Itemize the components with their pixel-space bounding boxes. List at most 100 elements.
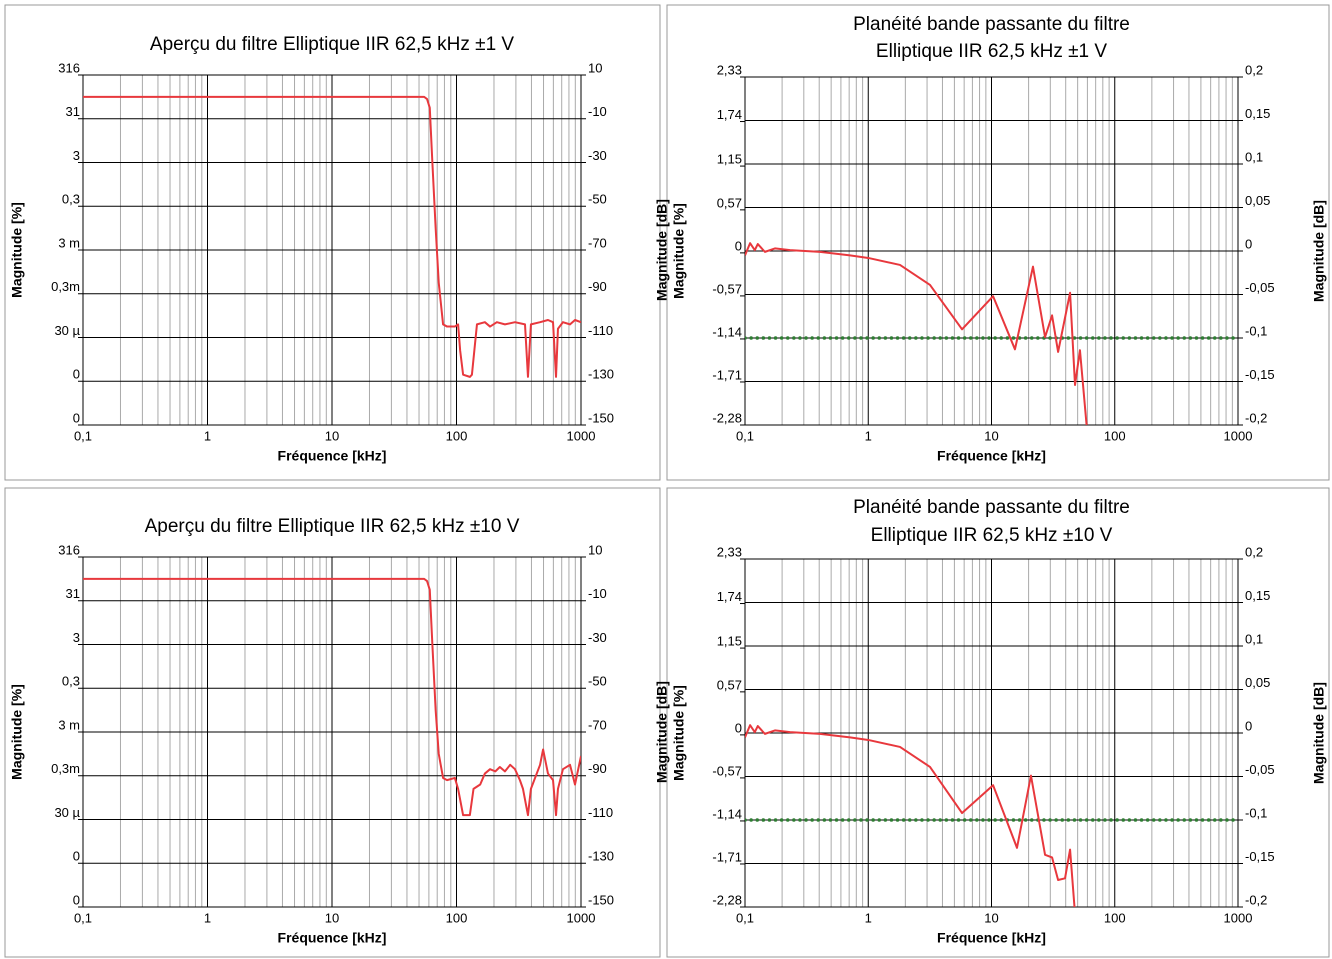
x-axis-label: Fréquence [kHz]	[937, 448, 1046, 464]
x-tick-label: 1	[865, 428, 872, 443]
chart-title: Elliptique IIR 62,5 kHz ±1 V	[876, 41, 1107, 62]
y2-tick-label: -90	[588, 761, 607, 776]
panel	[666, 4, 1330, 481]
chart-title: Planéité bande passante du filtre	[853, 14, 1130, 35]
x-tick-label: 1000	[567, 910, 596, 925]
y2-tick-label: 0	[1245, 236, 1252, 251]
plot-frame	[744, 76, 1239, 426]
y2-axis-label: Magnitude [dB]	[1311, 682, 1327, 784]
y2-axis-label: Magnitude [dB]	[654, 681, 670, 783]
y-tick-label: 0	[73, 367, 80, 382]
y-tick-label: 31	[66, 104, 80, 119]
y-tick-label: 30 µ	[54, 323, 80, 338]
y-tick-label: -2,28	[712, 410, 742, 425]
x-tick-label: 1	[204, 428, 211, 443]
y2-tick-label: -0,15	[1245, 849, 1275, 864]
chart-title: Elliptique IIR 62,5 kHz ±10 V	[871, 525, 1113, 546]
x-tick-label: 1000	[1224, 428, 1253, 443]
y-tick-label: 3 m	[58, 717, 80, 732]
y-tick-label: 316	[58, 542, 80, 557]
x-tick-label: 100	[446, 910, 468, 925]
y2-tick-label: 0	[1245, 718, 1252, 733]
y-tick-label: 0	[735, 720, 742, 735]
y2-tick-label: -0,15	[1245, 367, 1275, 382]
y-tick-label: -0,57	[712, 763, 742, 778]
y-tick-label: 0,3m	[51, 761, 80, 776]
y-tick-label: 2,33	[717, 544, 742, 559]
y-axis-label: Magnitude [%]	[671, 203, 687, 299]
x-axis-label: Fréquence [kHz]	[937, 930, 1046, 946]
chart-title: Aperçu du filtre Elliptique IIR 62,5 kHz…	[145, 516, 520, 537]
panel	[666, 487, 1330, 958]
y2-tick-label: 0,1	[1245, 149, 1263, 164]
y-tick-label: 3 m	[58, 235, 80, 250]
y2-tick-label: 0,05	[1245, 675, 1270, 690]
x-tick-label: 1000	[1224, 910, 1253, 925]
y2-tick-label: 0,15	[1245, 588, 1270, 603]
y-tick-label: 3	[73, 630, 80, 645]
y2-tick-label: -110	[588, 323, 613, 338]
y-tick-label: 1,74	[717, 107, 742, 122]
series-line	[745, 724, 1076, 907]
x-tick-label: 10	[984, 910, 998, 925]
y2-tick-label: -110	[588, 805, 613, 820]
y2-tick-label: 10	[588, 60, 602, 75]
y2-tick-label: -30	[588, 630, 607, 645]
plot-frame	[82, 74, 582, 426]
x-axis-label: Fréquence [kHz]	[278, 448, 387, 464]
y-tick-label: 31	[66, 586, 80, 601]
y-axis-label: Magnitude [%]	[9, 202, 25, 298]
y2-tick-label: 10	[588, 542, 602, 557]
y-tick-label: -1,14	[712, 806, 742, 821]
x-tick-label: 10	[325, 910, 339, 925]
x-tick-label: 0,1	[74, 910, 92, 925]
y-tick-label: 0	[73, 849, 80, 864]
x-tick-label: 100	[1104, 428, 1126, 443]
y-tick-label: 3	[73, 148, 80, 163]
panel	[4, 4, 661, 481]
y-tick-label: 0	[735, 238, 742, 253]
x-axis-label: Fréquence [kHz]	[278, 930, 387, 946]
y-tick-label: 0,57	[717, 195, 742, 210]
y-tick-label: 0,3m	[51, 279, 80, 294]
y2-tick-label: -0,05	[1245, 762, 1275, 777]
series-line	[83, 95, 581, 378]
y-tick-label: -1,14	[712, 324, 742, 339]
y-axis-label: Magnitude [%]	[671, 685, 687, 781]
y2-tick-label: -90	[588, 279, 607, 294]
y-tick-label: 0	[73, 410, 80, 425]
plot-frame	[82, 556, 582, 908]
y2-axis-label: Magnitude [dB]	[1311, 200, 1327, 302]
x-tick-label: 100	[446, 428, 468, 443]
x-tick-label: 10	[984, 428, 998, 443]
y-tick-label: 1,15	[717, 152, 742, 167]
y2-tick-label: 0,15	[1245, 106, 1270, 121]
y2-tick-label: 0,1	[1245, 631, 1263, 646]
y-tick-label: 0,3	[62, 192, 80, 207]
y2-tick-label: -10	[588, 586, 607, 601]
y-tick-label: -0,57	[712, 281, 742, 296]
y2-tick-label: -70	[588, 235, 607, 250]
x-tick-label: 0,1	[736, 428, 754, 443]
y-tick-label: -1,71	[712, 849, 742, 864]
y2-tick-label: 0,2	[1245, 62, 1263, 77]
y2-tick-label: -0,1	[1245, 805, 1267, 820]
y2-tick-label: -0,2	[1245, 892, 1267, 907]
y-tick-label: 1,74	[717, 589, 742, 604]
y2-tick-label: -50	[588, 674, 607, 689]
chart-title: Planéité bande passante du filtre	[853, 497, 1130, 518]
y2-tick-label: -10	[588, 104, 607, 119]
y2-tick-label: -150	[588, 410, 614, 425]
y-tick-label: 0,3	[62, 674, 80, 689]
y-tick-label: -2,28	[712, 892, 742, 907]
y-tick-label: 0,57	[717, 677, 742, 692]
x-tick-label: 10	[325, 428, 339, 443]
y-tick-label: 316	[58, 60, 80, 75]
y2-tick-label: 0,2	[1245, 544, 1263, 559]
y2-tick-label: -0,1	[1245, 323, 1267, 338]
x-tick-label: 0,1	[74, 428, 92, 443]
series-line	[83, 577, 581, 817]
y-tick-label: 30 µ	[54, 805, 80, 820]
y2-tick-label: -0,2	[1245, 410, 1267, 425]
